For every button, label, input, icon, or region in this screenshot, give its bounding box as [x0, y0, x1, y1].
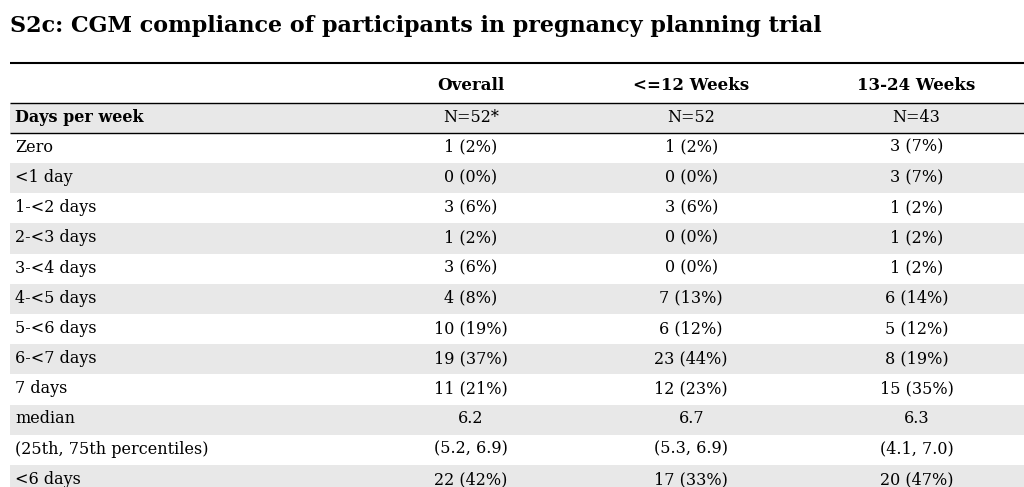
- Text: 7 (13%): 7 (13%): [659, 290, 723, 307]
- Text: 7 days: 7 days: [15, 380, 68, 397]
- Text: 3 (6%): 3 (6%): [444, 260, 498, 277]
- Text: 6 (12%): 6 (12%): [659, 320, 723, 337]
- Text: 5-<6 days: 5-<6 days: [15, 320, 97, 337]
- Text: 0 (0%): 0 (0%): [665, 229, 718, 246]
- Text: 1 (2%): 1 (2%): [890, 260, 943, 277]
- Text: (5.2, 6.9): (5.2, 6.9): [434, 441, 508, 458]
- Text: 8 (19%): 8 (19%): [885, 350, 948, 367]
- Text: <1 day: <1 day: [15, 169, 73, 186]
- Text: 1-<2 days: 1-<2 days: [15, 199, 97, 216]
- Text: 0 (0%): 0 (0%): [665, 169, 718, 186]
- Text: 5 (12%): 5 (12%): [885, 320, 948, 337]
- Text: Days per week: Days per week: [15, 109, 143, 126]
- Text: 6 (14%): 6 (14%): [885, 290, 948, 307]
- Bar: [10, 103, 1024, 133]
- Text: (4.1, 7.0): (4.1, 7.0): [880, 441, 953, 458]
- Text: 0 (0%): 0 (0%): [444, 169, 498, 186]
- Text: Zero: Zero: [15, 139, 53, 156]
- Text: 4 (8%): 4 (8%): [444, 290, 498, 307]
- Text: 1 (2%): 1 (2%): [444, 229, 498, 246]
- Text: (25th, 75th percentiles): (25th, 75th percentiles): [15, 441, 209, 458]
- Text: N=43: N=43: [893, 109, 940, 126]
- Text: 22 (42%): 22 (42%): [434, 471, 508, 487]
- Text: 15 (35%): 15 (35%): [880, 380, 953, 397]
- Text: 13-24 Weeks: 13-24 Weeks: [857, 77, 976, 94]
- Text: N=52: N=52: [668, 109, 715, 126]
- Bar: [10, 284, 1024, 314]
- Text: 0 (0%): 0 (0%): [665, 260, 718, 277]
- Text: 6-<7 days: 6-<7 days: [15, 350, 97, 367]
- Bar: [10, 405, 1024, 435]
- Text: N=52*: N=52*: [443, 109, 499, 126]
- Text: 12 (23%): 12 (23%): [654, 380, 728, 397]
- Text: 1 (2%): 1 (2%): [444, 139, 498, 156]
- Text: 20 (47%): 20 (47%): [880, 471, 953, 487]
- Text: S2c: CGM compliance of participants in pregnancy planning trial: S2c: CGM compliance of participants in p…: [10, 15, 822, 37]
- Text: 11 (21%): 11 (21%): [434, 380, 508, 397]
- Text: median: median: [15, 411, 76, 428]
- Text: 4-<5 days: 4-<5 days: [15, 290, 97, 307]
- Bar: [10, 344, 1024, 375]
- Text: 1 (2%): 1 (2%): [890, 229, 943, 246]
- Text: 6.3: 6.3: [903, 411, 930, 428]
- Text: 10 (19%): 10 (19%): [434, 320, 508, 337]
- Text: 3 (7%): 3 (7%): [890, 139, 943, 156]
- Text: 3 (7%): 3 (7%): [890, 169, 943, 186]
- Text: (5.3, 6.9): (5.3, 6.9): [654, 441, 728, 458]
- Text: 3-<4 days: 3-<4 days: [15, 260, 97, 277]
- Text: 3 (6%): 3 (6%): [665, 199, 718, 216]
- Bar: [10, 465, 1024, 487]
- Text: 23 (44%): 23 (44%): [654, 350, 728, 367]
- Text: 17 (33%): 17 (33%): [654, 471, 728, 487]
- Text: 2-<3 days: 2-<3 days: [15, 229, 97, 246]
- Text: <=12 Weeks: <=12 Weeks: [633, 77, 750, 94]
- Bar: [10, 224, 1024, 254]
- Bar: [10, 163, 1024, 193]
- Text: Overall: Overall: [437, 77, 505, 94]
- Text: 1 (2%): 1 (2%): [665, 139, 718, 156]
- Text: 19 (37%): 19 (37%): [434, 350, 508, 367]
- Text: 1 (2%): 1 (2%): [890, 199, 943, 216]
- Text: 6.7: 6.7: [678, 411, 705, 428]
- Text: <6 days: <6 days: [15, 471, 81, 487]
- Text: 3 (6%): 3 (6%): [444, 199, 498, 216]
- Text: 6.2: 6.2: [459, 411, 483, 428]
